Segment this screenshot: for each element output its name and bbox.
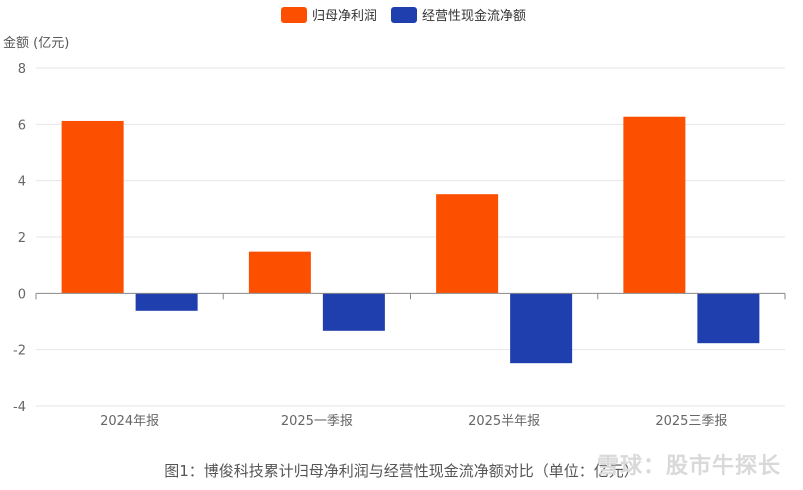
x-tick-label: 2025一季报: [281, 414, 353, 429]
x-tick-label: 2025三季报: [655, 414, 727, 429]
x-axis-ticks: 2024年报 2025一季报 2025半年报 2025三季报: [100, 414, 727, 429]
y-tick-label: 8: [18, 62, 26, 77]
y-tick-label: -4: [13, 400, 26, 415]
figure-caption: 图1：博俊科技累计归母净利润与经营性现金流净额对比（单位：亿元）: [164, 462, 639, 480]
bar-operating-cash-flow-0: [135, 293, 198, 311]
y-tick-label: 6: [18, 118, 26, 133]
bar-operating-cash-flow-3: [697, 293, 760, 344]
bar-net-profit-2: [436, 194, 499, 294]
bar-net-profit-3: [623, 116, 686, 294]
y-tick-label: -2: [13, 344, 26, 359]
legend-label: 经营性现金流净额: [422, 8, 526, 24]
x-tick-label: 2024年报: [100, 414, 159, 429]
bar-operating-cash-flow-2: [510, 293, 573, 364]
bar-net-profit-0: [61, 120, 124, 294]
legend-swatch: [391, 7, 417, 23]
legend-swatch: [281, 7, 307, 23]
x-tick-label: 2025半年报: [468, 414, 540, 429]
bar-net-profit-1: [248, 251, 311, 294]
y-axis-label: 金额 (亿元): [3, 35, 69, 51]
y-tick-label: 0: [18, 287, 26, 302]
legend-label: 归母净利润: [312, 9, 377, 24]
watermark: 雪球：股市牛探长: [596, 454, 781, 479]
bars: [61, 116, 760, 364]
bar-operating-cash-flow-1: [322, 293, 385, 331]
y-tick-label: 2: [18, 231, 26, 246]
x-axis: [35, 292, 786, 407]
y-axis-ticks: -4 -2 0 2 4 6 8: [13, 62, 26, 415]
y-tick-label: 4: [18, 175, 26, 190]
chart-legend: 归母净利润 经营性现金流净额: [281, 7, 526, 24]
